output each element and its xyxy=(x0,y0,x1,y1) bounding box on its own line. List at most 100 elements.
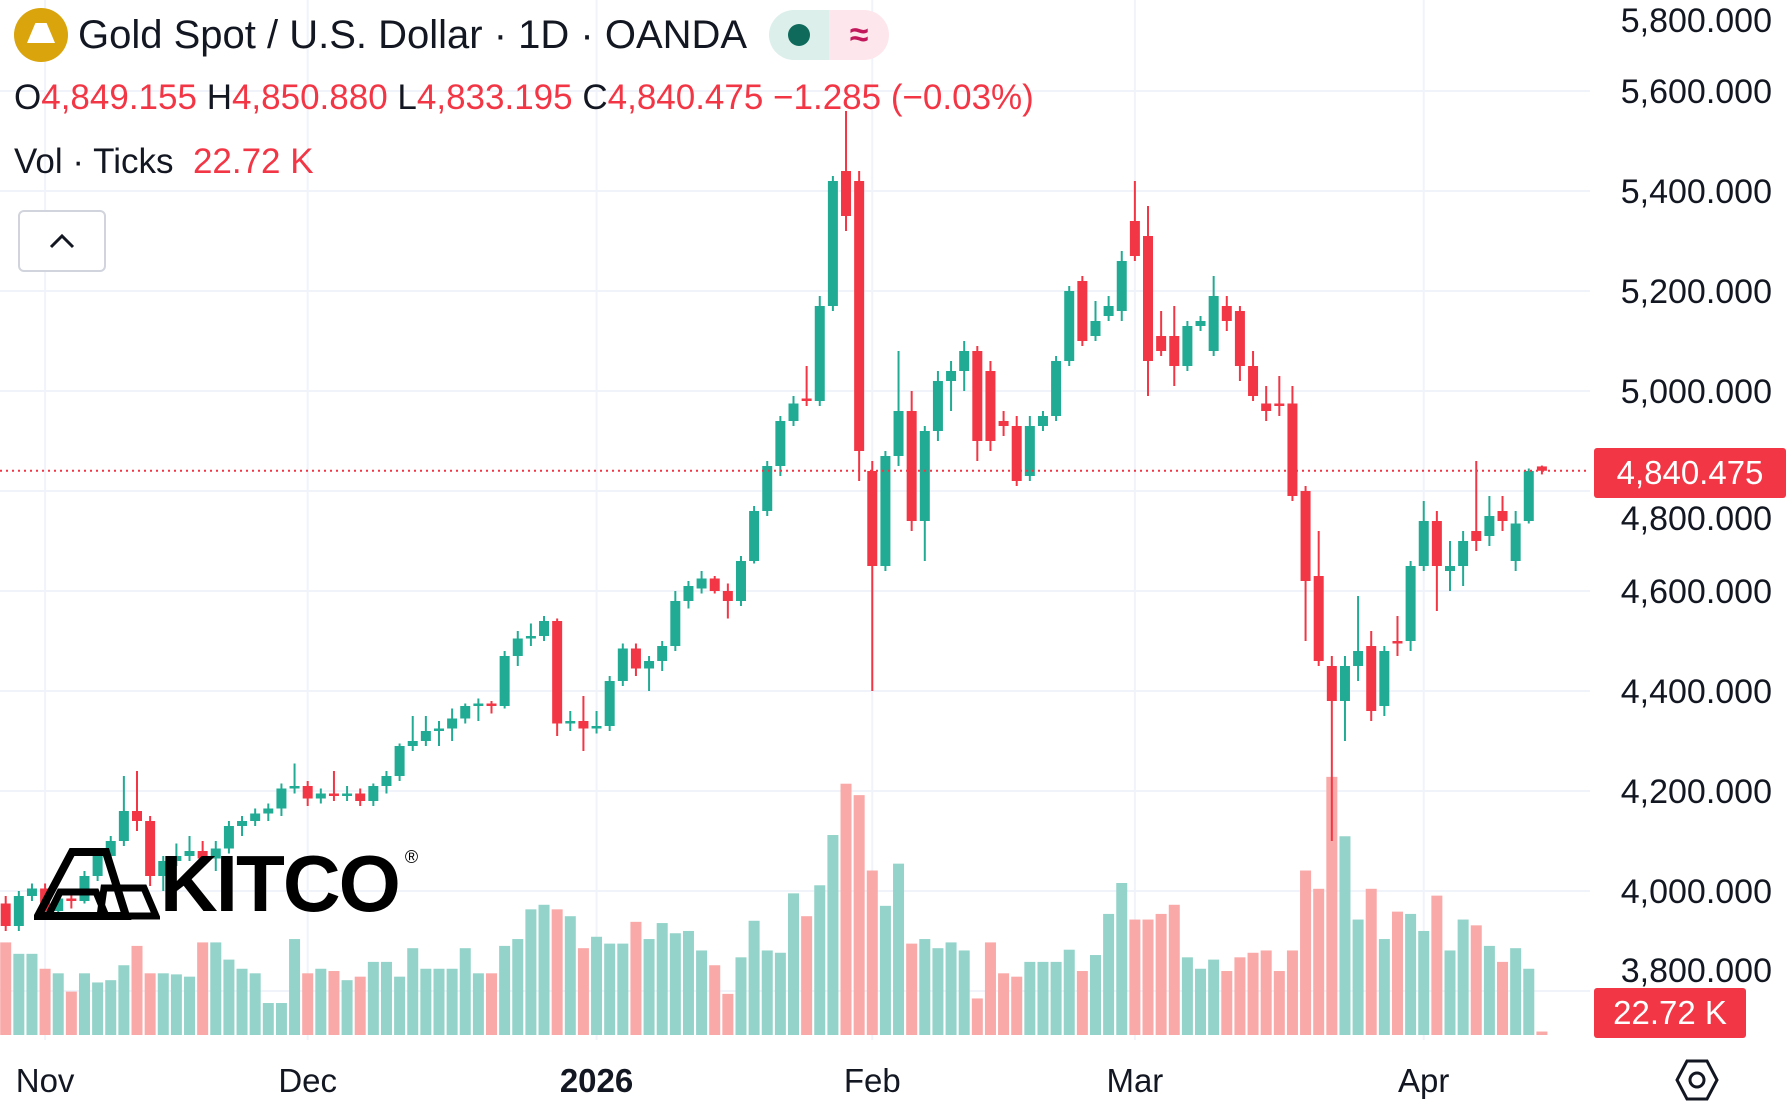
volume-bar xyxy=(394,976,406,1035)
volume-bar xyxy=(1181,957,1193,1035)
high-value: 4,850.880 xyxy=(231,78,388,117)
volume-bar xyxy=(210,942,222,1035)
volume-bar xyxy=(1050,961,1062,1035)
time-axis[interactable]: Nov Dec 2026 Feb Mar Apr xyxy=(16,1062,1450,1099)
volume-bar xyxy=(1208,959,1220,1035)
volume-bar xyxy=(538,904,550,1035)
volume-bar xyxy=(380,961,392,1035)
volume-bar xyxy=(512,939,524,1035)
candle-body xyxy=(315,793,326,799)
volume-bar xyxy=(92,982,104,1035)
candle-body xyxy=(1366,646,1377,711)
volume-bar xyxy=(1089,955,1101,1035)
candle-body xyxy=(749,511,760,561)
volume-bar xyxy=(1142,919,1154,1035)
gear-icon[interactable] xyxy=(1674,1057,1720,1103)
volume-bar xyxy=(420,968,432,1035)
volume-bar xyxy=(1313,888,1325,1035)
volume-bar xyxy=(709,965,721,1035)
open-value: 4,849.155 xyxy=(41,78,197,117)
volume-bar xyxy=(1352,919,1364,1035)
price-tick-label: 5,800.000 xyxy=(1621,2,1772,40)
volume-bar xyxy=(131,945,143,1035)
candle-body xyxy=(1169,336,1180,366)
volume-bar xyxy=(354,976,366,1035)
market-open-dot-icon[interactable] xyxy=(769,10,830,60)
volume-bar xyxy=(262,1003,274,1035)
candle-body xyxy=(1077,281,1088,341)
time-tick-label: Feb xyxy=(844,1062,901,1099)
volume-bar xyxy=(945,942,957,1035)
candle-body xyxy=(1103,306,1114,316)
candle-body xyxy=(197,851,208,859)
candle-body xyxy=(0,903,11,926)
volume-bar xyxy=(643,939,655,1035)
volume-bar xyxy=(1497,961,1509,1035)
volume-bar xyxy=(1011,976,1023,1035)
candle-body xyxy=(1536,466,1547,471)
volume-bar xyxy=(1063,949,1075,1035)
volume-bar xyxy=(486,973,498,1035)
volume-bar xyxy=(157,973,169,1035)
candle-body xyxy=(854,181,865,451)
candle-body xyxy=(53,898,64,911)
candle-body xyxy=(591,726,602,729)
price-tick-label: 4,000.000 xyxy=(1621,873,1772,911)
candle-body xyxy=(512,638,523,656)
candle-body xyxy=(1129,221,1140,256)
candle-body xyxy=(998,421,1009,426)
low-value: 4,833.195 xyxy=(416,78,573,117)
volume-bar xyxy=(1247,952,1259,1035)
candle-body xyxy=(447,718,458,729)
volume-bars xyxy=(0,776,1548,1035)
volume-bar xyxy=(1510,948,1522,1035)
volume-bar xyxy=(236,968,248,1035)
volume-bar xyxy=(656,923,668,1035)
volume-bar xyxy=(1221,971,1233,1035)
candle-body xyxy=(735,561,746,601)
kitco-wordmark: KITCO xyxy=(160,839,401,928)
volume-bar xyxy=(1234,957,1246,1035)
volume-bar xyxy=(551,909,563,1035)
volume-bar xyxy=(735,957,747,1035)
volume-legend[interactable]: Vol · Ticks 22.72 K xyxy=(14,142,314,182)
status-pill[interactable]: ≈ xyxy=(769,10,890,60)
volume-bar xyxy=(564,916,576,1035)
candle-body xyxy=(1497,511,1508,521)
volume-bar xyxy=(866,870,878,1035)
candle-body xyxy=(486,703,497,706)
low-label: L xyxy=(397,78,417,117)
candle-body xyxy=(368,786,379,801)
ohlc-legend: O4,849.155 H4,850.880 L4,833.195 C4,840.… xyxy=(14,78,1034,118)
volume-bar xyxy=(328,971,340,1035)
volume-bar xyxy=(1260,950,1272,1035)
collapse-legend-button[interactable] xyxy=(18,210,106,272)
volume-bar xyxy=(801,916,813,1035)
volume-bar xyxy=(39,968,51,1035)
candle-body xyxy=(118,811,129,841)
candle-body xyxy=(841,171,852,216)
candle-body xyxy=(539,621,550,636)
volume-bar xyxy=(0,942,12,1035)
volume-bar xyxy=(774,952,786,1035)
price-axis[interactable]: 5,800.000 5,600.000 5,400.000 5,200.000 5,00… xyxy=(1621,2,1772,990)
close-label: C xyxy=(582,78,608,117)
volume-bar xyxy=(1523,968,1535,1035)
volume-bar xyxy=(249,973,261,1035)
gold-bars-icon[interactable] xyxy=(14,8,68,62)
candle-body xyxy=(1195,321,1206,326)
candle-body xyxy=(250,813,261,821)
candle-body xyxy=(1458,541,1469,566)
volume-bar xyxy=(525,909,537,1035)
volume-bar xyxy=(1457,919,1469,1035)
symbol-title[interactable]: Gold Spot / U.S. Dollar · 1D · OANDA xyxy=(78,12,748,57)
price-tick-label: 5,400.000 xyxy=(1621,173,1772,211)
candle-body xyxy=(867,471,878,566)
candle-body xyxy=(670,601,681,646)
candle-body xyxy=(1510,523,1521,561)
volume-bar xyxy=(591,936,603,1035)
candle-body xyxy=(263,808,274,814)
candle-body xyxy=(210,848,221,859)
approx-icon[interactable]: ≈ xyxy=(829,10,890,60)
